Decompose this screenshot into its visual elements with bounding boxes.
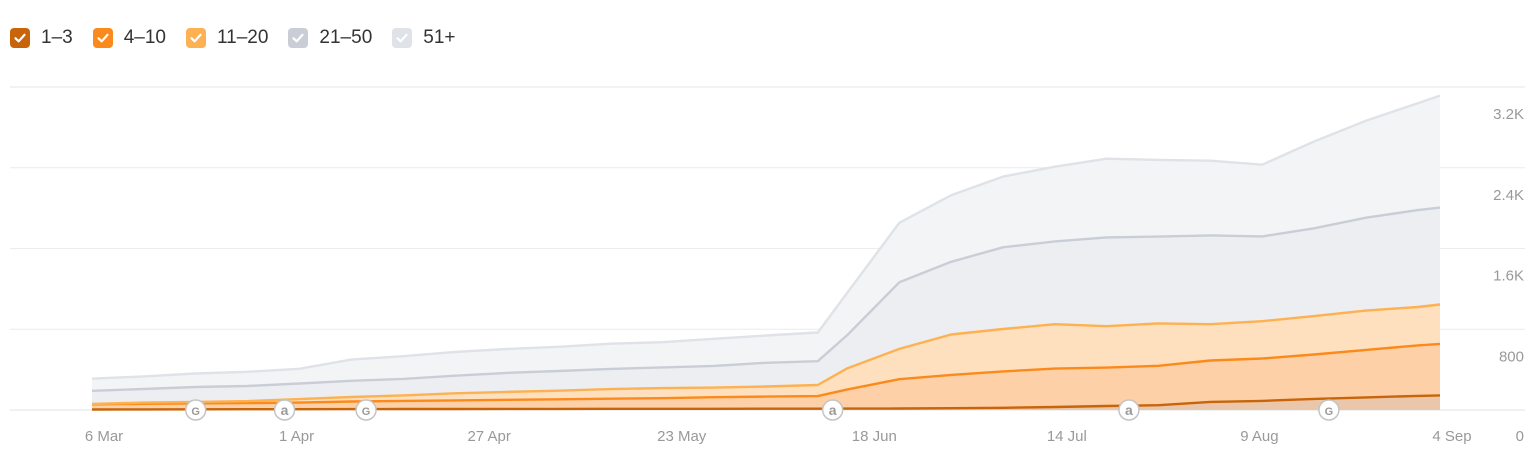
annotation-marker[interactable]: a [1118, 399, 1140, 421]
series-area [92, 207, 1440, 404]
series-line [91, 342, 1441, 406]
legend-item[interactable]: 4–10 [92, 27, 166, 49]
legend-item[interactable]: 11–20 [185, 27, 269, 49]
annotation-marker[interactable]: G [1318, 399, 1340, 421]
legend-checkbox[interactable] [185, 28, 206, 48]
annotation-marker[interactable]: G [355, 399, 377, 421]
check-icon [190, 33, 202, 43]
annotation-circle[interactable] [1118, 399, 1140, 421]
annotation-label: G [1325, 406, 1334, 418]
legend-checkbox[interactable] [92, 28, 113, 48]
legend-item[interactable]: 1–3 [10, 27, 73, 49]
x-tick-label: 4 Sep [1432, 428, 1471, 445]
series-line [91, 394, 1441, 411]
legend-checkbox[interactable] [288, 28, 309, 48]
check-icon [14, 33, 26, 43]
annotation-circle[interactable] [355, 399, 377, 421]
legend-item[interactable]: 51+ [392, 27, 456, 49]
annotation-circle[interactable] [1318, 399, 1340, 421]
series-line [91, 303, 1441, 406]
series-line [91, 94, 1441, 380]
series-area [92, 304, 1440, 405]
legend: 1–3 4–10 11–20 21–50 51+ [10, 26, 476, 50]
annotation-marker[interactable]: a [273, 399, 296, 421]
series-lines [91, 94, 1441, 411]
series-line [91, 206, 1441, 392]
legend-label: 1–3 [41, 27, 73, 48]
x-tick-label: 9 Aug [1240, 428, 1278, 445]
annotation-circle[interactable] [821, 399, 844, 421]
y-tick-label: 800 [1499, 348, 1524, 365]
annotation-marker[interactable]: G [184, 399, 207, 421]
legend-label: 4–10 [123, 27, 166, 48]
annotation-circle[interactable] [273, 399, 296, 421]
y-tick-label: 0 [1516, 428, 1524, 445]
annotation-label: a [829, 402, 837, 418]
x-tick-label: 18 Jun [852, 428, 897, 445]
annotation-marker[interactable]: a [821, 399, 844, 421]
legend-checkbox[interactable] [10, 28, 30, 48]
legend-label: 51+ [423, 27, 456, 48]
check-icon [396, 33, 408, 43]
annotation-label: G [191, 406, 200, 418]
legend-label: 11–20 [216, 27, 269, 48]
annotation-circle[interactable] [184, 399, 207, 421]
annotation-label: a [1125, 402, 1133, 418]
y-tick-label: 1.6K [1493, 268, 1524, 285]
series-area [92, 95, 1440, 391]
x-tick-label: 14 Jul [1047, 428, 1087, 445]
check-icon [97, 33, 109, 43]
x-tick-label: 6 Mar [85, 428, 123, 445]
x-tick-label: 27 Apr [467, 428, 510, 445]
annotation-label: a [281, 402, 289, 418]
legend-item[interactable]: 21–50 [288, 27, 372, 49]
legend-label: 21–50 [319, 27, 373, 48]
x-tick-label: 1 Apr [279, 428, 314, 445]
x-tick-label: 23 May [657, 428, 707, 445]
check-icon [292, 33, 305, 43]
y-tick-label: 3.2K [1493, 106, 1524, 123]
annotation-label: G [362, 406, 371, 418]
legend-checkbox[interactable] [392, 28, 413, 48]
y-tick-label: 2.4K [1493, 187, 1524, 204]
series-area [92, 343, 1440, 410]
